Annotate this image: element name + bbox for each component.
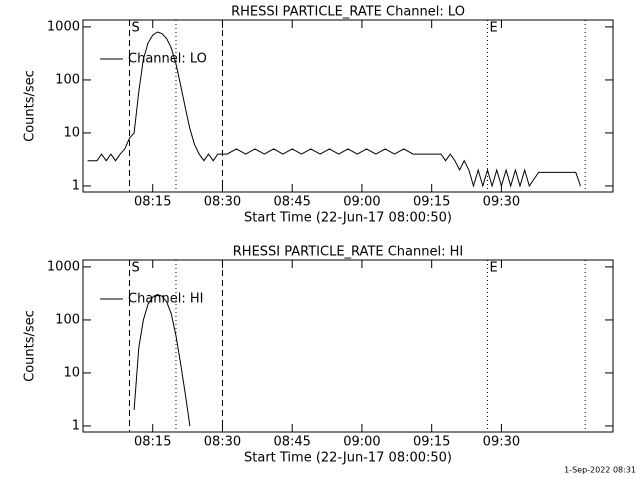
x-tick-label: 08:15 <box>134 435 171 450</box>
x-tick-label: 09:15 <box>413 435 450 450</box>
x-tick-label: 09:30 <box>483 435 520 450</box>
y-tick-label: 1000 <box>47 259 80 274</box>
marker-label: S <box>131 261 139 276</box>
x-tick-label: 09:30 <box>483 195 520 210</box>
footer-date: 1-Sep-2022 08:31 <box>564 466 636 475</box>
x-axis-label: Start Time (22-Jun-17 08:00:50) <box>244 211 452 226</box>
plot-frame <box>82 259 614 433</box>
x-tick-label: 08:45 <box>273 435 310 450</box>
legend-label: Channel: HI <box>128 292 204 307</box>
y-tick-label: 1 <box>72 418 80 433</box>
x-tick-label: 08:30 <box>204 435 241 450</box>
y-tick-label: 10 <box>63 365 80 380</box>
y-tick-label: 10 <box>63 125 80 140</box>
x-tick-label: 08:15 <box>134 195 171 210</box>
x-axis-label: Start Time (22-Jun-17 08:00:50) <box>244 451 452 466</box>
data-line <box>133 294 191 427</box>
x-tick-label: 08:45 <box>273 195 310 210</box>
data-line <box>87 31 581 188</box>
plot-frame <box>82 19 614 193</box>
y-tick-label: 100 <box>55 72 80 87</box>
y-tick-label: 100 <box>55 312 80 327</box>
y-axis-label: Counts/sec <box>23 70 38 142</box>
x-tick-label: 08:30 <box>204 195 241 210</box>
marker-label: E <box>489 21 497 36</box>
chart-title: RHESSI PARTICLE_RATE Channel: LO <box>231 5 465 20</box>
x-tick-label: 09:00 <box>343 195 380 210</box>
marker-label: E <box>489 261 497 276</box>
legend-label: Channel: LO <box>128 52 207 67</box>
chart-title: RHESSI PARTICLE_RATE Channel: HI <box>233 245 463 260</box>
x-tick-label: 09:00 <box>343 435 380 450</box>
y-tick-label: 1000 <box>47 19 80 34</box>
y-tick-label: 1 <box>72 178 80 193</box>
x-tick-label: 09:15 <box>413 195 450 210</box>
marker-label: S <box>131 21 139 36</box>
y-axis-label: Counts/sec <box>23 310 38 382</box>
